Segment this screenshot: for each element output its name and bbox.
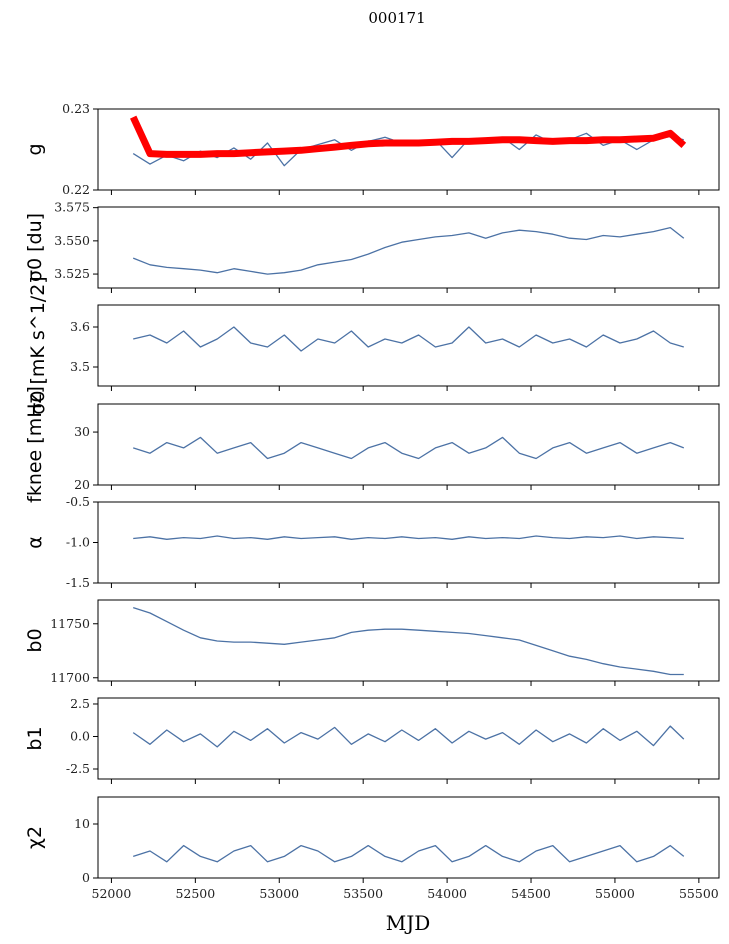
- y-tick-label: -2.5: [66, 761, 90, 776]
- y-tick-label: 11700: [50, 670, 90, 685]
- x-tick-label: 54500: [511, 886, 551, 901]
- subplot-2: 3.525 3.550 3.575 σ0 [du]: [24, 200, 720, 293]
- y-tick-label: 3.525: [54, 266, 90, 281]
- axes-frame: [97, 501, 720, 584]
- y-tick-label: 0.22: [62, 182, 90, 197]
- axes-frame: [97, 599, 720, 682]
- y-axis-label: σ0 [mK s^1/2]: [27, 276, 49, 414]
- subplot-8: 0 10 52000 52500 53000 53500 54000 54500 55000 55…: [24, 796, 720, 901]
- y-axis-label: fknee [mHz]: [24, 386, 46, 503]
- x-tick-label: 52000: [92, 886, 132, 901]
- series-line-b0: [133, 606, 684, 676]
- subplot-3: 3.5 3.6 σ0 [mK s^1/2]: [27, 276, 720, 415]
- axes-frame: [97, 403, 720, 486]
- subplot-4: 20 30 fknee [mHz]: [24, 386, 720, 503]
- y-tick-label: 0.23: [62, 101, 90, 116]
- y-tick-label: 3.5: [70, 359, 90, 374]
- series-line-b1: [132, 725, 685, 748]
- chart-title: 000171: [368, 9, 425, 27]
- series-line-alpha: [133, 535, 684, 540]
- x-axis-label: MJD: [386, 911, 431, 935]
- x-tick-label: 53500: [343, 886, 383, 901]
- y-axis-label: χ2: [24, 826, 46, 849]
- y-tick-label: 3.575: [54, 200, 90, 215]
- subplot-7: -2.5 0.0 2.5 b1: [24, 696, 720, 784]
- y-tick-label: 11750: [50, 616, 90, 631]
- x-tick-label: 52500: [175, 886, 215, 901]
- y-axis-label: g: [24, 143, 46, 155]
- series-line-g-model: [130, 115, 687, 158]
- y-axis-label: b0: [24, 628, 46, 652]
- subplot-5: -1.5 -1.0 -0.5 α: [24, 494, 720, 590]
- subplot-1: 0.22 0.23 g: [24, 101, 720, 197]
- axes-frame: [97, 304, 720, 387]
- series-line-sigma0: [132, 226, 685, 275]
- y-tick-label: 0.0: [70, 728, 90, 743]
- axes-frame: [97, 108, 720, 191]
- axes-frame: [97, 206, 720, 289]
- series-line-sigma0-calibrated: [133, 326, 684, 352]
- y-tick-label: -1.5: [66, 575, 90, 590]
- y-axis-label: b1: [24, 726, 46, 750]
- y-tick-label: -1.0: [66, 535, 90, 550]
- x-tick-label: 53000: [259, 886, 299, 901]
- series-line-chi2: [133, 844, 685, 863]
- x-tick-label: 54000: [427, 886, 467, 901]
- x-tick-label: 55500: [679, 886, 719, 901]
- x-tick-label: 55000: [595, 886, 635, 901]
- axes-frame: [97, 697, 720, 780]
- y-tick-label: 0: [82, 870, 90, 885]
- y-tick-label: -0.5: [66, 494, 90, 509]
- y-axis-label: σ0 [du]: [24, 213, 46, 282]
- y-tick-label: 20: [74, 477, 90, 492]
- y-tick-label: 30: [74, 424, 90, 439]
- y-tick-label: 3.550: [54, 233, 90, 248]
- y-axis-label: α: [24, 536, 46, 549]
- series-line-fknee: [133, 436, 685, 460]
- subplot-6: 11700 11750 b0: [24, 599, 720, 686]
- y-tick-label: 3.6: [70, 319, 90, 334]
- y-tick-label: 2.5: [70, 696, 90, 711]
- y-tick-label: 10: [74, 816, 90, 831]
- axes-frame: [97, 796, 720, 879]
